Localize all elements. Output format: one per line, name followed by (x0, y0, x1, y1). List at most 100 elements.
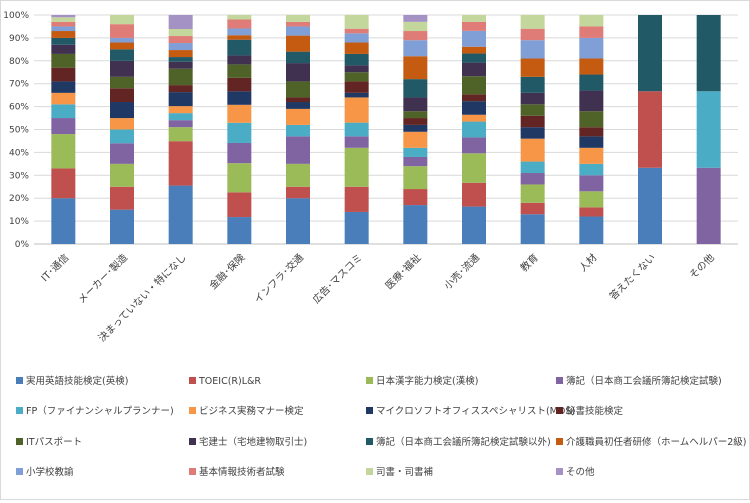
bar-segment (579, 175, 604, 192)
x-tick-label: 金融･保険 (206, 251, 247, 292)
bar-segment (110, 15, 134, 25)
bar-segment (462, 46, 486, 54)
y-tick-label: 40% (9, 148, 29, 158)
bar-segment (344, 186, 369, 212)
bar-segment (227, 39, 252, 56)
bar-segment (168, 29, 193, 37)
bar-segment (110, 186, 134, 210)
bar-segment (462, 53, 486, 63)
legend-swatch (16, 438, 23, 445)
bar-segment (110, 129, 134, 144)
bar-segment (168, 36, 193, 44)
legend-swatch (366, 468, 373, 475)
legend-label: 簿記（日本商工会議所簿記検定試験) (566, 375, 722, 387)
y-tick-label: 70% (9, 80, 29, 90)
bar-segment (403, 205, 428, 244)
bar-segment (110, 209, 134, 244)
bar-segment (227, 163, 252, 193)
bar-segment (286, 186, 310, 199)
bar-segment (227, 217, 252, 244)
x-tick-label: メーカー･製造 (75, 251, 130, 306)
bar-segment (110, 42, 134, 50)
bar-segment (110, 49, 134, 61)
bar-segment (579, 111, 604, 128)
bar-segment (520, 104, 545, 116)
bar-segment (520, 184, 545, 203)
bar-segment (520, 214, 545, 244)
bar-segment (168, 141, 193, 186)
bar-segment (344, 15, 369, 29)
bar-segment (462, 101, 486, 115)
bar-segment (51, 118, 76, 135)
bar-segment (286, 15, 310, 22)
bar-segment (403, 31, 428, 41)
bar-segment (403, 156, 428, 167)
bar-segment (51, 37, 76, 45)
bar-segment (520, 58, 545, 77)
bar-segment (110, 37, 134, 43)
legend-label: ビジネス実務マナー検定 (199, 405, 304, 417)
bar-segment (462, 206, 486, 244)
legend-swatch (366, 407, 373, 414)
legend-label: 司書・司書補 (376, 466, 434, 478)
bar-segment (344, 147, 369, 187)
bar-segment (286, 124, 310, 137)
legend-label: ITパスポート (26, 437, 82, 448)
bar-segment (227, 122, 252, 143)
bar-segment (168, 106, 193, 114)
bar-segment (462, 137, 486, 154)
bar-segment (110, 76, 134, 89)
bar-segment (462, 30, 486, 47)
bar-segment (51, 31, 76, 38)
bar-segment (168, 127, 193, 142)
bar-segment (344, 72, 369, 82)
bar-segment (462, 121, 486, 138)
bar-segment (286, 163, 310, 187)
bar-segment (579, 58, 604, 75)
legend-swatch (16, 468, 23, 475)
bar-segment (227, 28, 252, 36)
x-tick-label: 小売･流通 (441, 251, 482, 292)
bar-segment (462, 62, 486, 77)
legend-swatch (189, 468, 196, 475)
y-tick-label: 0% (15, 240, 30, 250)
bar-segment (579, 147, 604, 164)
bar-segment (227, 19, 252, 29)
bar-segment (462, 15, 486, 22)
x-tick-label: 医療･福祉 (382, 251, 423, 292)
bar-segment (168, 50, 193, 58)
bar-segment (462, 21, 486, 31)
bar-segment (286, 102, 310, 109)
bar-segment (286, 136, 310, 164)
bar-segment (110, 102, 134, 119)
legend-swatch (189, 407, 196, 414)
bar-segment (344, 53, 369, 66)
bar-segment (579, 15, 604, 27)
bar-segment (403, 79, 428, 98)
bar-segment (579, 26, 604, 38)
bar-segment (579, 90, 604, 112)
legend-label: 基本情報技術者試験 (199, 466, 285, 478)
bar-segment (462, 153, 486, 183)
bar-segment (227, 55, 252, 65)
y-tick-label: 100% (3, 11, 29, 21)
bar-segment (51, 15, 76, 18)
bar-segment (286, 63, 310, 82)
bar-segment (344, 65, 369, 73)
bar-segment (51, 104, 76, 119)
bar-segment (344, 211, 369, 244)
bar-segment (344, 92, 369, 98)
bar-segment (403, 189, 428, 206)
bar-segment (286, 51, 310, 64)
bar-segment (520, 161, 545, 174)
bar-segment (110, 163, 134, 187)
bar-segment (168, 61, 193, 69)
legend-label: その他 (566, 466, 595, 478)
legend-label: FP（ファイナンシャルプランナー) (26, 405, 174, 417)
bar-segment (227, 91, 252, 105)
bar-segment (579, 37, 604, 59)
y-tick-label: 20% (9, 194, 29, 204)
y-tick-label: 10% (9, 217, 29, 227)
bar-segment (227, 35, 252, 40)
bar-segment (168, 15, 193, 30)
